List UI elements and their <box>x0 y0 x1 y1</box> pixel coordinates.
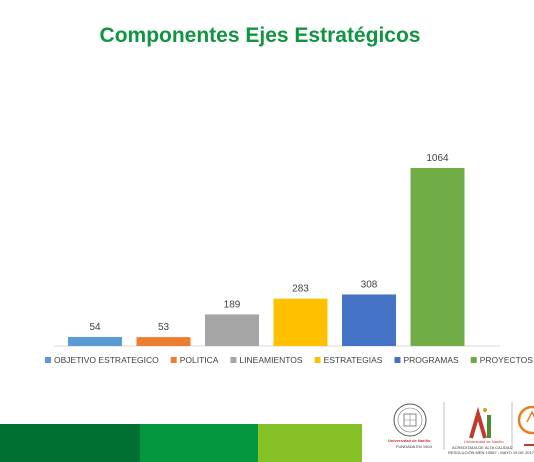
legend-label-lineamientos: LINEAMIENTOS <box>239 355 302 365</box>
legend-swatch-politica <box>170 357 177 363</box>
legend: OBJETIVO ESTRATEGICO POLITICA LINEAMIENTOS… <box>45 355 533 365</box>
ai-accreditation-line1: ACREDITADA DE ALTA CALIDAD <box>452 445 513 450</box>
bar-estrategias <box>273 298 328 346</box>
bar-programas <box>342 294 396 346</box>
bars-group <box>68 168 465 346</box>
bar-objetivo-estrategico <box>68 336 122 346</box>
bar-chart: 54 53 189 283 308 1064 OBJETIVO ESTRATEGICO PO… <box>45 153 533 365</box>
legend-swatch-objetivo-estrategico <box>45 357 51 363</box>
legend-label-proyectos: PROYECTOS <box>480 355 534 365</box>
data-label-politica: 53 <box>158 322 170 333</box>
partial-logo-icon <box>517 405 534 446</box>
chart-title: Componentes Ejes Estratégicos <box>99 24 421 47</box>
footer-band-dark <box>0 424 140 462</box>
ai-logo-icon <box>469 406 491 439</box>
legend-label-politica: POLITICA <box>180 355 219 365</box>
data-labels-group: 54 53 189 283 308 1064 <box>89 153 449 333</box>
data-label-lineamientos: 189 <box>224 299 241 310</box>
university-name: Universidad de Nariño <box>388 438 431 443</box>
legend-swatch-programas <box>394 357 401 363</box>
legend-swatch-lineamientos <box>230 357 237 363</box>
footer-band-light <box>258 424 362 462</box>
bar-politica <box>136 337 191 346</box>
data-label-proyectos: 1064 <box>426 153 449 164</box>
logos-area: Universidad de Nariño FUNDADA EN 1904 Un… <box>386 398 534 462</box>
footer-band-mid <box>140 424 258 462</box>
legend-swatch-proyectos <box>470 357 477 363</box>
data-label-estrategias: 283 <box>292 284 309 295</box>
bar-lineamientos <box>205 314 259 346</box>
data-label-objetivo-estrategico: 54 <box>89 322 101 333</box>
university-seal-icon <box>393 403 427 437</box>
legend-swatch-estrategias <box>314 357 321 363</box>
legend-label-estrategias: ESTRATEGIAS <box>324 355 383 365</box>
ai-accreditation-line2: RESOLUCIÓN MEN 10567 - MAYO 19 DE 2017 <box>448 450 534 455</box>
data-label-programas: 308 <box>361 279 378 290</box>
bar-proyectos <box>410 168 465 346</box>
legend-label-programas: PROGRAMAS <box>403 355 459 365</box>
ai-university-name: Universidad de Nariño <box>464 439 504 444</box>
university-founded: FUNDADA EN 1904 <box>396 444 432 449</box>
logos-graphics <box>393 402 534 450</box>
legend-label-objetivo-estrategico: OBJETIVO ESTRATEGICO <box>54 355 159 365</box>
